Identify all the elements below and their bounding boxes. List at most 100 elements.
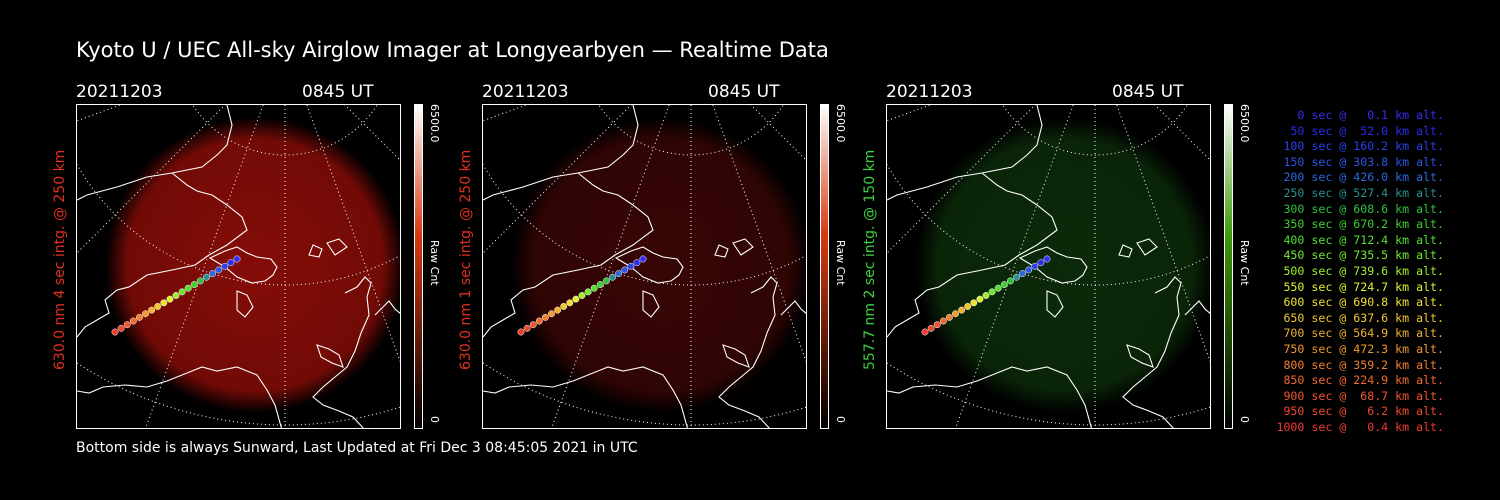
coastline bbox=[77, 172, 248, 338]
legend-entry: 650 sec @ 637.6 km alt. bbox=[1276, 310, 1444, 325]
coastline bbox=[77, 105, 233, 201]
track-point bbox=[627, 262, 635, 270]
track-point bbox=[166, 295, 174, 303]
coastline bbox=[1046, 290, 1064, 318]
allsky-map bbox=[76, 104, 401, 429]
track-point bbox=[221, 262, 229, 270]
track-point bbox=[160, 299, 168, 307]
meridian-line bbox=[145, 105, 264, 428]
track-point bbox=[584, 288, 592, 296]
panel-date: 20211203 bbox=[76, 82, 163, 102]
track-point bbox=[215, 266, 223, 274]
track-point bbox=[988, 288, 996, 296]
panel-time: 0845 UT bbox=[302, 82, 374, 102]
coastline bbox=[1136, 238, 1158, 256]
colorbar-max: 6500.0 bbox=[428, 104, 441, 143]
coastline bbox=[780, 300, 806, 316]
legend-entry: 750 sec @ 472.3 km alt. bbox=[1276, 341, 1444, 356]
legend-entry: 700 sec @ 564.9 km alt. bbox=[1276, 326, 1444, 341]
coastline bbox=[326, 238, 348, 256]
colorbar-max: 6500.0 bbox=[1238, 104, 1251, 143]
track-point bbox=[1043, 255, 1051, 263]
allsky-map bbox=[482, 104, 807, 429]
legend-entry: 1000 sec @ 0.4 km alt. bbox=[1276, 419, 1444, 434]
track-point bbox=[982, 292, 990, 299]
airglow-region bbox=[915, 117, 1210, 413]
coastline bbox=[483, 366, 689, 428]
latitude-circle bbox=[1002, 105, 1188, 156]
legend-entry: 900 sec @ 68.7 km alt. bbox=[1276, 388, 1444, 403]
panel-ylabel: 557.7 nm 2 sec intg. @ 150 km bbox=[862, 149, 878, 370]
footer-note: Bottom side is always Sunward, Last Upda… bbox=[76, 440, 638, 456]
legend-entry: 850 sec @ 224.9 km alt. bbox=[1276, 373, 1444, 388]
track-point bbox=[639, 255, 647, 263]
track-point bbox=[117, 324, 125, 332]
track-point bbox=[933, 321, 941, 329]
colorbar-min: 0 bbox=[834, 416, 847, 423]
track-point bbox=[621, 266, 629, 274]
track-legend: 0 sec @ 0.1 km alt. 50 sec @ 52.0 km alt… bbox=[1262, 108, 1444, 435]
colorbar-min: 0 bbox=[428, 416, 441, 423]
airglow-region bbox=[105, 117, 400, 413]
track-point bbox=[227, 259, 235, 267]
legend-entry: 950 sec @ 6.2 km alt. bbox=[1276, 404, 1444, 419]
colorbar bbox=[820, 104, 829, 429]
meridian-line bbox=[955, 105, 1074, 428]
track-point bbox=[578, 292, 586, 299]
track-point bbox=[1000, 281, 1008, 289]
panel-date: 20211203 bbox=[482, 82, 569, 102]
track-point bbox=[590, 284, 598, 292]
coastline bbox=[1184, 300, 1210, 316]
track-point bbox=[548, 310, 555, 318]
track-point bbox=[952, 310, 959, 318]
track-point bbox=[615, 270, 623, 278]
legend-entry: 50 sec @ 52.0 km alt. bbox=[1276, 123, 1444, 138]
legend-entry: 250 sec @ 527.4 km alt. bbox=[1276, 185, 1444, 200]
panel-ylabel: 630.0 nm 4 sec intg. @ 250 km bbox=[52, 149, 68, 370]
coastline bbox=[483, 172, 654, 338]
legend-entry: 300 sec @ 608.6 km alt. bbox=[1276, 201, 1444, 216]
track-point bbox=[1025, 266, 1033, 274]
colorbar-min: 0 bbox=[1238, 416, 1251, 423]
track-point bbox=[958, 306, 966, 314]
track-point bbox=[129, 317, 137, 325]
track-point bbox=[233, 255, 241, 263]
track-point bbox=[1037, 259, 1045, 267]
panel-time: 0845 UT bbox=[708, 82, 780, 102]
track-point bbox=[517, 328, 525, 336]
colorbar bbox=[414, 104, 423, 429]
track-point bbox=[602, 277, 610, 285]
track-point bbox=[154, 303, 162, 310]
track-point bbox=[1019, 270, 1027, 278]
airglow-region bbox=[511, 117, 806, 413]
track-point bbox=[111, 328, 119, 336]
coastline bbox=[887, 172, 1058, 338]
coastline bbox=[208, 246, 278, 284]
track-point bbox=[529, 321, 537, 329]
track-point bbox=[566, 299, 574, 307]
coastline bbox=[1118, 244, 1133, 258]
coastline bbox=[642, 290, 660, 318]
track-point bbox=[123, 321, 131, 329]
track-point bbox=[596, 281, 604, 289]
legend-entry: 200 sec @ 426.0 km alt. bbox=[1276, 170, 1444, 185]
meridian-line bbox=[712, 105, 806, 363]
legend-entry: 0 sec @ 0.1 km alt. bbox=[1276, 108, 1444, 122]
meridian-line bbox=[1116, 105, 1210, 363]
legend-entry: 600 sec @ 690.8 km alt. bbox=[1276, 295, 1444, 310]
legend-entry: 550 sec @ 724.7 km alt. bbox=[1276, 279, 1444, 294]
legend-entry: 100 sec @ 160.2 km alt. bbox=[1276, 139, 1444, 154]
track-point bbox=[609, 273, 616, 281]
coastline bbox=[312, 276, 372, 428]
track-point bbox=[976, 295, 984, 303]
track-point bbox=[939, 317, 947, 325]
track-point bbox=[633, 259, 641, 267]
allsky-map bbox=[886, 104, 1211, 429]
colorbar bbox=[1224, 104, 1233, 429]
track-point bbox=[178, 288, 186, 296]
page-title: Kyoto U / UEC All-sky Airglow Imager at … bbox=[76, 38, 829, 62]
coastline bbox=[236, 290, 254, 318]
track-point bbox=[572, 295, 580, 303]
track-point bbox=[554, 306, 562, 314]
track-point bbox=[148, 306, 156, 314]
